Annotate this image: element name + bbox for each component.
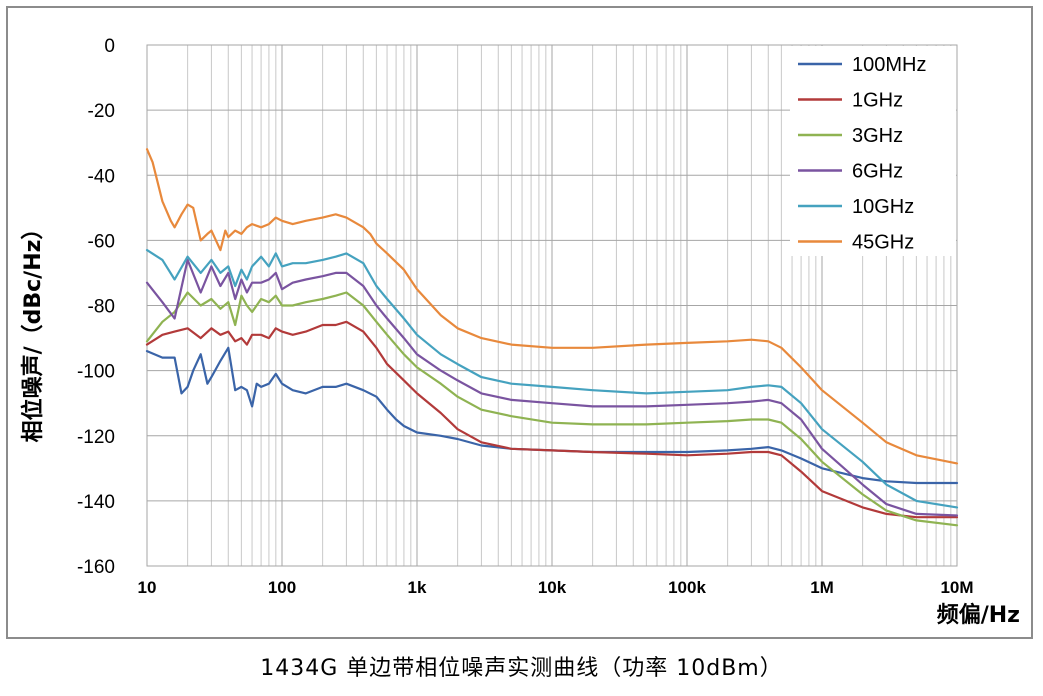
x-tick-label: 10k xyxy=(538,578,567,597)
y-tick-label: -160 xyxy=(77,557,115,578)
series-line-1ghz xyxy=(145,320,959,519)
legend-label: 100MHz xyxy=(852,54,926,76)
x-tick-label: 1M xyxy=(810,578,834,597)
x-tick-label: 1k xyxy=(408,578,427,597)
legend-background xyxy=(790,46,956,256)
series-layer xyxy=(145,148,959,527)
legend-label: 10GHz xyxy=(852,196,914,218)
y-tick-label: 0 xyxy=(104,36,115,57)
legend: 100MHz 1GHz 3GHz 6GHz 10GHz 45GHz xyxy=(790,46,956,256)
legend-label: 1GHz xyxy=(852,90,903,112)
y-tick-label: -40 xyxy=(88,166,115,187)
y-axis-label: 相位噪声/（dBc/Hz） xyxy=(20,218,46,443)
legend-label: 45GHz xyxy=(852,232,914,254)
y-tick-label: -120 xyxy=(77,427,115,448)
series-line-6ghz xyxy=(145,258,959,517)
y-tick-labels: 0 -20 -40 -60 -80 -100 -120 -140 -160 xyxy=(77,36,115,578)
y-tick-label: -100 xyxy=(77,362,115,383)
figure-caption: 1434G 单边带相位噪声实测曲线（功率 10dBm） xyxy=(260,656,783,681)
legend-label: 3GHz xyxy=(852,125,903,147)
x-tick-label: 10 xyxy=(138,578,157,597)
y-tick-label: -80 xyxy=(88,297,115,318)
y-tick-label: -20 xyxy=(88,101,115,122)
x-tick-labels: 10 100 1k 10k 100k 1M 10M xyxy=(138,578,974,597)
legend-label: 6GHz xyxy=(852,161,903,183)
y-tick-label: -140 xyxy=(77,492,115,513)
series-line-3ghz xyxy=(145,291,959,527)
plot-area-border xyxy=(146,44,958,567)
x-axis-label: 频偏/Hz xyxy=(937,602,1020,628)
series-line-45ghz xyxy=(145,148,959,465)
series-line-100mhz xyxy=(145,346,959,485)
y-tick-label: -60 xyxy=(88,231,115,252)
phase-noise-chart: 0 -20 -40 -60 -80 -100 -120 -140 -160 10 100 1k 10k… xyxy=(20,36,1020,628)
series-line-10ghz xyxy=(145,249,959,509)
x-tick-label: 100k xyxy=(668,578,706,597)
x-tick-label: 100 xyxy=(268,578,296,597)
x-tick-label: 10M xyxy=(940,578,973,597)
